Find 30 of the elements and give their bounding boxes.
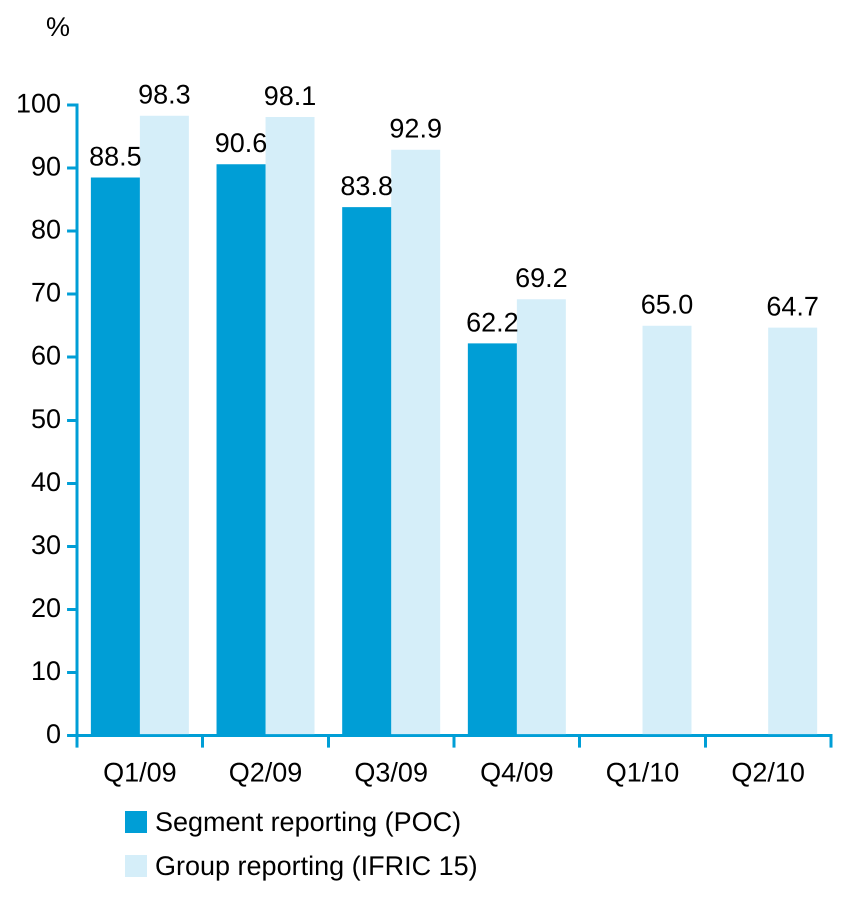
legend-label: Segment reporting (POC) (155, 806, 462, 838)
y-tick-label: 50 (31, 404, 62, 434)
data-label: 62.2 (466, 307, 519, 338)
y-tick-label: 40 (31, 466, 62, 497)
y-tick-label: 20 (31, 592, 62, 623)
data-label: 92.9 (389, 114, 442, 144)
data-label: 69.2 (515, 263, 568, 294)
x-tick-label: Q2/10 (731, 757, 805, 788)
x-tick-label: Q4/09 (480, 757, 554, 788)
data-label: 98.1 (264, 80, 316, 111)
y-tick-label: 30 (31, 530, 62, 560)
y-tick-label: 80 (31, 214, 62, 245)
x-tick-label: Q3/09 (354, 757, 428, 788)
x-tick-label: Q1/09 (103, 757, 177, 788)
y-tick-label: 90 (31, 152, 62, 182)
data-label: 65.0 (640, 290, 694, 320)
data-label: 88.5 (89, 141, 142, 172)
y-tick-label: 10 (31, 656, 62, 686)
y-tick-label: 60 (31, 340, 62, 371)
y-axis-title: % (46, 12, 70, 42)
x-tick-label: Q2/09 (228, 757, 302, 788)
data-label: 64.7 (766, 292, 819, 322)
y-tick-label: 70 (31, 278, 62, 308)
x-tick-label: Q1/10 (606, 757, 680, 788)
y-tick-label: 0 (46, 719, 62, 750)
y-tick-label: 100 (16, 88, 62, 118)
data-label: 90.6 (214, 128, 268, 158)
data-label: 98.3 (138, 80, 191, 110)
data-label: 83.8 (340, 171, 393, 202)
legend-label: Group reporting (IFRIC 15) (155, 850, 478, 882)
